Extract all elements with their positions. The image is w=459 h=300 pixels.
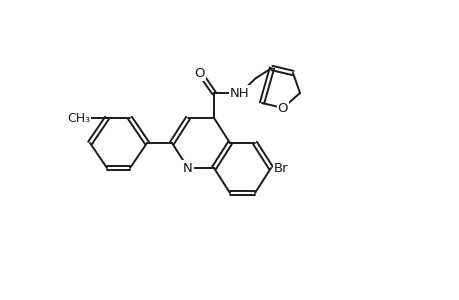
- Text: NH: NH: [230, 86, 249, 100]
- Text: Br: Br: [274, 161, 288, 175]
- Text: N: N: [183, 161, 192, 175]
- Text: CH₃: CH₃: [67, 112, 90, 124]
- Text: O: O: [277, 101, 288, 115]
- Text: O: O: [194, 67, 205, 80]
